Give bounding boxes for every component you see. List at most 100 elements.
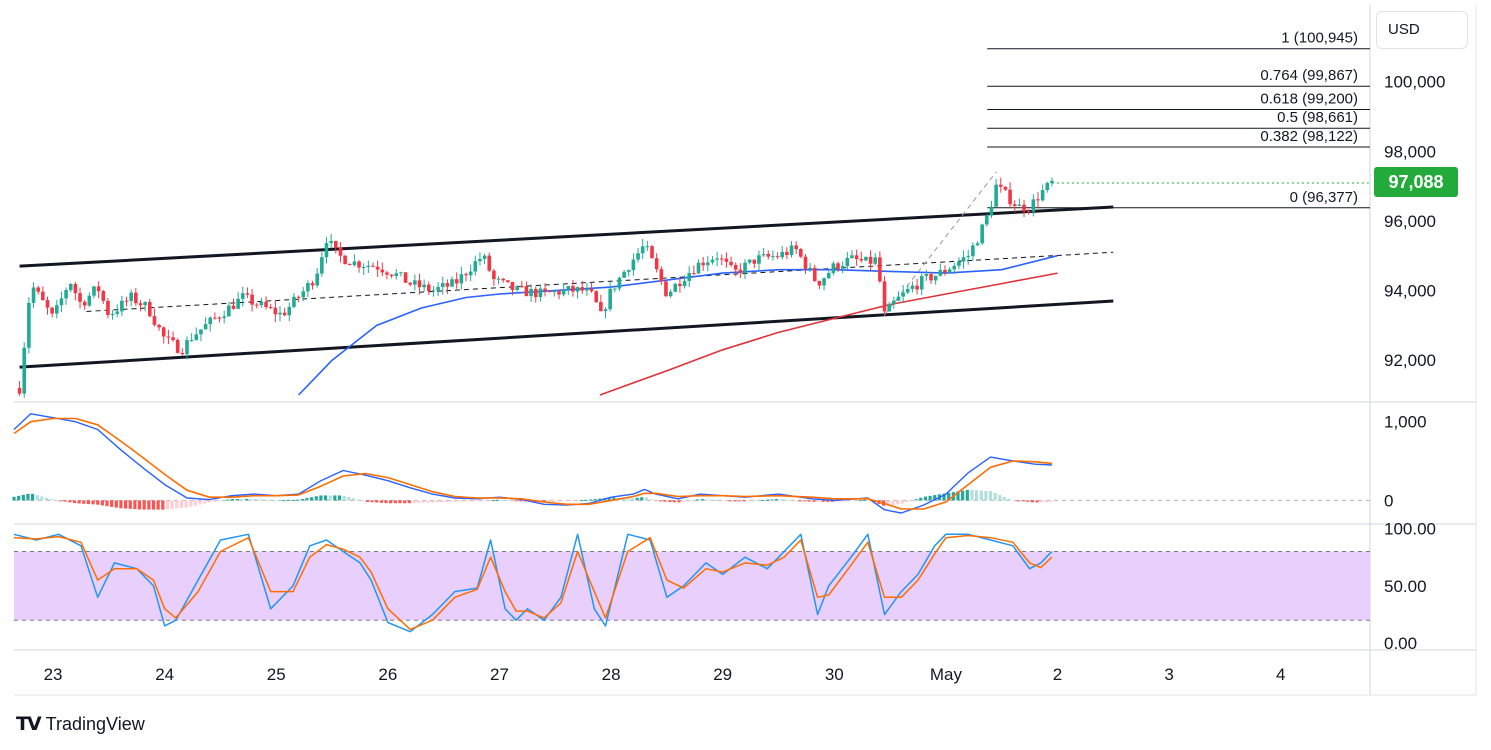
- candle[interactable]: [310, 283, 315, 286]
- candle[interactable]: [324, 243, 329, 258]
- candle[interactable]: [134, 292, 138, 304]
- candle[interactable]: [227, 305, 231, 317]
- candle[interactable]: [998, 184, 1003, 187]
- candle[interactable]: [352, 261, 357, 266]
- candle[interactable]: [924, 274, 929, 276]
- candle[interactable]: [92, 286, 96, 296]
- candle[interactable]: [812, 267, 817, 281]
- candle[interactable]: [347, 263, 352, 266]
- candle[interactable]: [143, 302, 147, 306]
- candle[interactable]: [724, 258, 729, 262]
- candle[interactable]: [794, 245, 798, 250]
- candle[interactable]: [375, 266, 380, 270]
- candle[interactable]: [650, 246, 654, 259]
- candle[interactable]: [678, 283, 682, 287]
- candle[interactable]: [533, 288, 538, 298]
- candle[interactable]: [45, 300, 50, 308]
- candle[interactable]: [645, 246, 650, 248]
- candle[interactable]: [138, 303, 143, 306]
- candle[interactable]: [208, 317, 213, 325]
- candle[interactable]: [31, 287, 36, 303]
- candle[interactable]: [287, 306, 292, 316]
- candle[interactable]: [171, 337, 175, 340]
- candle[interactable]: [608, 288, 612, 310]
- candle[interactable]: [129, 292, 133, 301]
- candle[interactable]: [473, 261, 478, 272]
- candle[interactable]: [808, 267, 812, 269]
- sma-slow-line[interactable]: [599, 272, 1058, 396]
- tradingview-logo[interactable]: TV TradingView: [16, 710, 145, 738]
- candle[interactable]: [147, 302, 152, 317]
- candle[interactable]: [701, 262, 705, 266]
- candle[interactable]: [636, 253, 640, 260]
- price-pane[interactable]: 1 (100,945) 0.764 (99,867) 0.618 (99,200) 0…: [17, 30, 1370, 398]
- candle[interactable]: [464, 274, 468, 276]
- candle[interactable]: [905, 288, 910, 293]
- candle[interactable]: [320, 257, 324, 274]
- candle[interactable]: [719, 258, 724, 260]
- candle[interactable]: [799, 249, 803, 257]
- candle[interactable]: [380, 269, 385, 273]
- candle[interactable]: [403, 272, 408, 283]
- candle[interactable]: [180, 352, 185, 355]
- candle[interactable]: [538, 288, 543, 298]
- candle[interactable]: [626, 270, 631, 272]
- candle[interactable]: [333, 240, 338, 248]
- candle[interactable]: [882, 281, 887, 312]
- candle[interactable]: [785, 251, 789, 255]
- candle[interactable]: [947, 269, 952, 273]
- candle[interactable]: [41, 291, 45, 301]
- fib-swing-line[interactable]: [884, 171, 997, 316]
- candle[interactable]: [152, 316, 157, 325]
- candle[interactable]: [873, 257, 878, 264]
- candle[interactable]: [919, 275, 924, 290]
- candle[interactable]: [901, 292, 905, 297]
- candle[interactable]: [510, 281, 515, 290]
- candle[interactable]: [580, 287, 585, 291]
- candle[interactable]: [236, 298, 240, 309]
- sma-fast-line[interactable]: [298, 254, 1058, 396]
- candle[interactable]: [994, 184, 998, 207]
- candle[interactable]: [54, 305, 59, 314]
- candle[interactable]: [1026, 211, 1031, 213]
- candle[interactable]: [278, 312, 282, 315]
- candle[interactable]: [68, 284, 73, 291]
- candle[interactable]: [599, 302, 603, 312]
- candle[interactable]: [408, 282, 412, 285]
- candle[interactable]: [696, 262, 701, 274]
- candle[interactable]: [659, 269, 664, 282]
- candle[interactable]: [780, 251, 785, 258]
- channel-mid-line[interactable]: [86, 251, 1114, 312]
- candle[interactable]: [803, 256, 808, 269]
- candle[interactable]: [329, 240, 333, 244]
- candle[interactable]: [245, 293, 250, 295]
- candle[interactable]: [687, 273, 692, 281]
- time-axis[interactable]: 23 24 25 26 27 28 29 30 May 2 3 4: [44, 665, 1286, 684]
- candle[interactable]: [426, 284, 431, 292]
- candle[interactable]: [845, 257, 850, 267]
- candle[interactable]: [706, 262, 710, 266]
- candle[interactable]: [254, 304, 259, 306]
- candle[interactable]: [413, 280, 417, 285]
- candle[interactable]: [617, 277, 622, 289]
- candle[interactable]: [631, 259, 636, 271]
- candle[interactable]: [529, 288, 533, 297]
- candle[interactable]: [366, 265, 371, 268]
- candle[interactable]: [524, 286, 529, 297]
- candle[interactable]: [101, 291, 106, 301]
- candle[interactable]: [422, 284, 426, 288]
- candle[interactable]: [557, 291, 561, 295]
- candle[interactable]: [120, 300, 124, 312]
- candle[interactable]: [566, 286, 571, 290]
- candle[interactable]: [1008, 189, 1012, 205]
- candle[interactable]: [203, 324, 208, 330]
- candle[interactable]: [515, 286, 519, 290]
- candle[interactable]: [552, 291, 557, 293]
- candle[interactable]: [585, 288, 589, 291]
- candle[interactable]: [440, 283, 445, 287]
- candle[interactable]: [929, 274, 933, 281]
- candle[interactable]: [957, 261, 961, 266]
- stoch-d-line[interactable]: [13, 534, 1053, 631]
- candle[interactable]: [771, 256, 775, 258]
